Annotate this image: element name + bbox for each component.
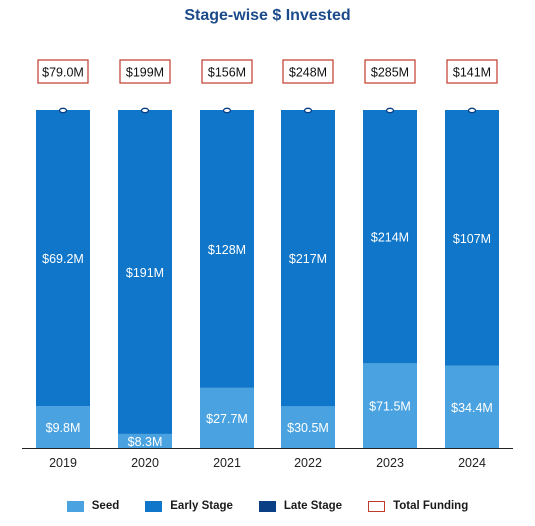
data-label-seed-2022: $30.5M (287, 421, 329, 435)
x-tick-label-2023: 2023 (376, 456, 404, 470)
total-box-2022 (282, 59, 334, 84)
bar-early-stage-2023 (363, 110, 417, 364)
legend-label-total-funding: Total Funding (393, 500, 469, 512)
total-label-2024: $141M (453, 66, 491, 80)
total-box-2024 (446, 59, 498, 84)
total-marker-2021 (222, 107, 232, 114)
bar-seed-2023 (363, 363, 417, 448)
total-label-2023: $285M (371, 66, 409, 80)
legend-label-late-stage: Late Stage (283, 500, 343, 512)
legend-item-seed: Seed (66, 500, 120, 512)
legend-label-early-stage: Early Stage (170, 500, 233, 512)
data-label-early-stage-2021: $128M (208, 243, 246, 257)
total-box-2021 (201, 59, 253, 84)
data-label-seed-2023: $71.5M (369, 400, 411, 414)
data-label-early-stage-2023: $214M (371, 231, 409, 245)
x-tick-label-2020: 2020 (131, 456, 159, 470)
legend-swatch-total-funding (368, 500, 386, 512)
bar-seed-2021 (200, 387, 254, 448)
data-label-early-stage-2020: $191M (126, 266, 164, 280)
legend-label-seed: Seed (91, 500, 120, 512)
total-marker-2022 (303, 107, 313, 114)
total-box-2020 (119, 59, 171, 84)
bar-early-stage-2024 (445, 110, 499, 366)
bar-seed-2019 (36, 406, 90, 448)
x-tick-label-2024: 2024 (458, 456, 486, 470)
chart-title: Stage-wise $ Invested (184, 7, 351, 24)
legend-swatch-seed (66, 500, 84, 512)
data-label-early-stage-2022: $217M (289, 252, 327, 266)
bar-early-stage-2022 (281, 110, 335, 407)
legend-swatch-early-stage (145, 500, 163, 512)
x-tick-label-2022: 2022 (294, 456, 322, 470)
total-box-2023 (364, 59, 416, 84)
total-marker-2024 (467, 107, 477, 114)
total-marker-2020 (140, 107, 150, 114)
legend-item-total-funding: Total Funding (368, 500, 468, 512)
bar-early-stage-2021 (200, 110, 254, 388)
bar-early-stage-2020 (118, 110, 172, 434)
total-box-2019 (37, 59, 89, 84)
data-label-seed-2019: $9.8M (46, 421, 81, 435)
legend-item-early-stage: Early Stage (145, 500, 233, 512)
total-marker-2023 (385, 107, 395, 114)
x-tick-label-2021: 2021 (213, 456, 241, 470)
total-marker-2019 (58, 107, 68, 114)
total-label-2022: $248M (289, 66, 327, 80)
data-label-seed-2020: $8.3M (128, 435, 163, 449)
data-label-early-stage-2024: $107M (453, 232, 491, 246)
bar-early-stage-2019 (36, 110, 90, 407)
data-label-seed-2021: $27.7M (206, 412, 248, 426)
total-label-2019: $79.0M (42, 66, 84, 80)
bar-seed-2022 (281, 406, 335, 448)
total-label-2020: $199M (126, 66, 164, 80)
bar-seed-2020 (118, 433, 172, 448)
bar-seed-2024 (445, 365, 499, 448)
legend-item-late-stage: Late Stage (258, 500, 343, 512)
legend-swatch-late-stage (258, 500, 276, 512)
total-label-2021: $156M (208, 66, 246, 80)
x-tick-label-2019: 2019 (49, 456, 77, 470)
data-label-seed-2024: $34.4M (451, 401, 493, 415)
data-label-early-stage-2019: $69.2M (42, 252, 84, 266)
legend: Seed Early Stage Late Stage Total Fundin… (0, 500, 535, 512)
